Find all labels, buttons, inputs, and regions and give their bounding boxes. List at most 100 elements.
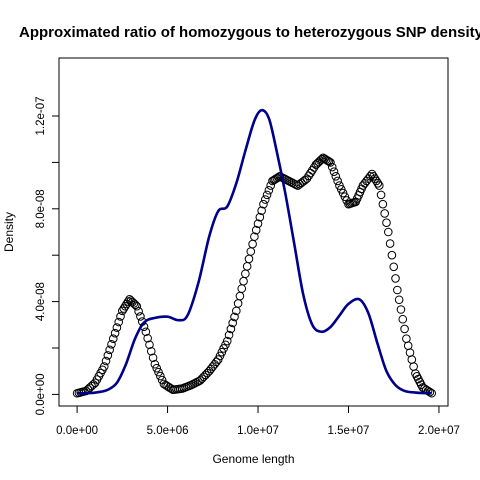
- data-point: [370, 174, 380, 183]
- data-point: [230, 312, 239, 322]
- data-point: [120, 301, 130, 311]
- data-point: [369, 172, 378, 181]
- data-point: [103, 351, 113, 360]
- data-point: [262, 190, 272, 200]
- data-point: [235, 291, 245, 301]
- data-point: [248, 239, 257, 249]
- data-point: [380, 209, 389, 218]
- data-point: [110, 328, 120, 338]
- data-point: [145, 340, 154, 350]
- data-point: [403, 341, 413, 350]
- data-point: [119, 304, 129, 313]
- data-point: [391, 274, 400, 283]
- data-point: [327, 162, 337, 172]
- y-axis-label: Density: [2, 212, 16, 252]
- data-point: [148, 353, 158, 363]
- data-point: [141, 327, 151, 337]
- data-point: [156, 371, 165, 381]
- y-tick-label: 1.2e-07: [35, 96, 47, 135]
- data-point: [136, 312, 145, 321]
- data-point: [250, 232, 259, 241]
- data-point: [242, 262, 252, 271]
- data-point: [387, 250, 397, 260]
- data-point: [105, 345, 114, 355]
- data-point: [237, 284, 247, 293]
- data-point: [116, 312, 125, 321]
- data-point: [266, 181, 275, 190]
- data-point: [372, 176, 381, 186]
- data-point: [152, 363, 162, 373]
- data-point: [114, 317, 124, 327]
- data-point: [264, 185, 274, 195]
- data-point: [154, 367, 163, 377]
- data-point: [259, 199, 268, 209]
- data-point: [107, 339, 116, 349]
- x-tick-label: 5.0e+06: [147, 425, 189, 437]
- data-point: [396, 305, 406, 314]
- data-point: [118, 306, 127, 316]
- data-point: [253, 219, 263, 228]
- plot-area: [72, 108, 437, 398]
- data-point: [329, 167, 339, 176]
- data-point: [150, 359, 160, 369]
- data-point: [226, 324, 236, 334]
- data-point: [400, 324, 409, 334]
- x-tick-label: 2.0e+07: [418, 425, 460, 437]
- data-point: [383, 227, 393, 237]
- data-point: [143, 333, 152, 343]
- density-line-series: [77, 108, 432, 395]
- data-point: [101, 356, 111, 366]
- data-point: [367, 169, 377, 179]
- data-point: [389, 262, 399, 272]
- data-point: [228, 318, 237, 328]
- data-point: [233, 299, 243, 308]
- data-point: [376, 190, 386, 200]
- data-point: [260, 195, 270, 204]
- data-point: [394, 295, 404, 305]
- data-point: [407, 355, 417, 364]
- data-point: [385, 239, 395, 248]
- y-tick-label: 0.0e+00: [35, 373, 47, 415]
- data-point: [134, 307, 143, 316]
- circle-point-series: [72, 153, 437, 398]
- y-axis: 0.0e+00 4.0e-08 8.0e-08 1.2e-07: [35, 96, 60, 415]
- data-point: [398, 314, 408, 324]
- data-point: [146, 346, 156, 356]
- data-point: [244, 254, 254, 264]
- data-point: [409, 362, 418, 371]
- x-tick-label: 1.5e+07: [328, 425, 370, 437]
- y-tick-label: 8.0e-08: [35, 189, 47, 228]
- data-point: [378, 199, 388, 209]
- data-point: [393, 285, 402, 295]
- data-point: [241, 269, 250, 279]
- x-axis-label: Genome length: [212, 452, 294, 466]
- data-point: [246, 247, 256, 256]
- data-point: [239, 276, 248, 286]
- data-point: [365, 172, 375, 181]
- data-point: [112, 323, 122, 332]
- data-point: [99, 362, 109, 371]
- data-point: [405, 348, 415, 357]
- x-tick-label: 1.0e+07: [237, 425, 279, 437]
- data-point: [333, 176, 342, 186]
- data-point: [382, 218, 391, 228]
- data-point: [108, 334, 118, 344]
- data-point: [257, 206, 266, 215]
- data-point: [326, 158, 335, 167]
- x-tick-label: 0.0e+00: [56, 425, 98, 437]
- data-point: [331, 172, 341, 181]
- data-point: [222, 336, 232, 346]
- data-point: [251, 225, 261, 235]
- data-point: [129, 299, 139, 308]
- y-tick-label: 4.0e-08: [35, 282, 47, 321]
- data-point: [132, 301, 142, 311]
- chart-title: Approximated ratio of homozygous to hete…: [19, 24, 480, 41]
- data-point: [255, 212, 265, 222]
- x-axis: 0.0e+00 5.0e+06 1.0e+07 1.5e+07 2.0e+07: [56, 405, 460, 437]
- data-point: [402, 334, 411, 344]
- data-point: [374, 181, 384, 190]
- plot-frame: [58, 57, 449, 407]
- data-point: [373, 178, 383, 188]
- data-point: [291, 180, 301, 189]
